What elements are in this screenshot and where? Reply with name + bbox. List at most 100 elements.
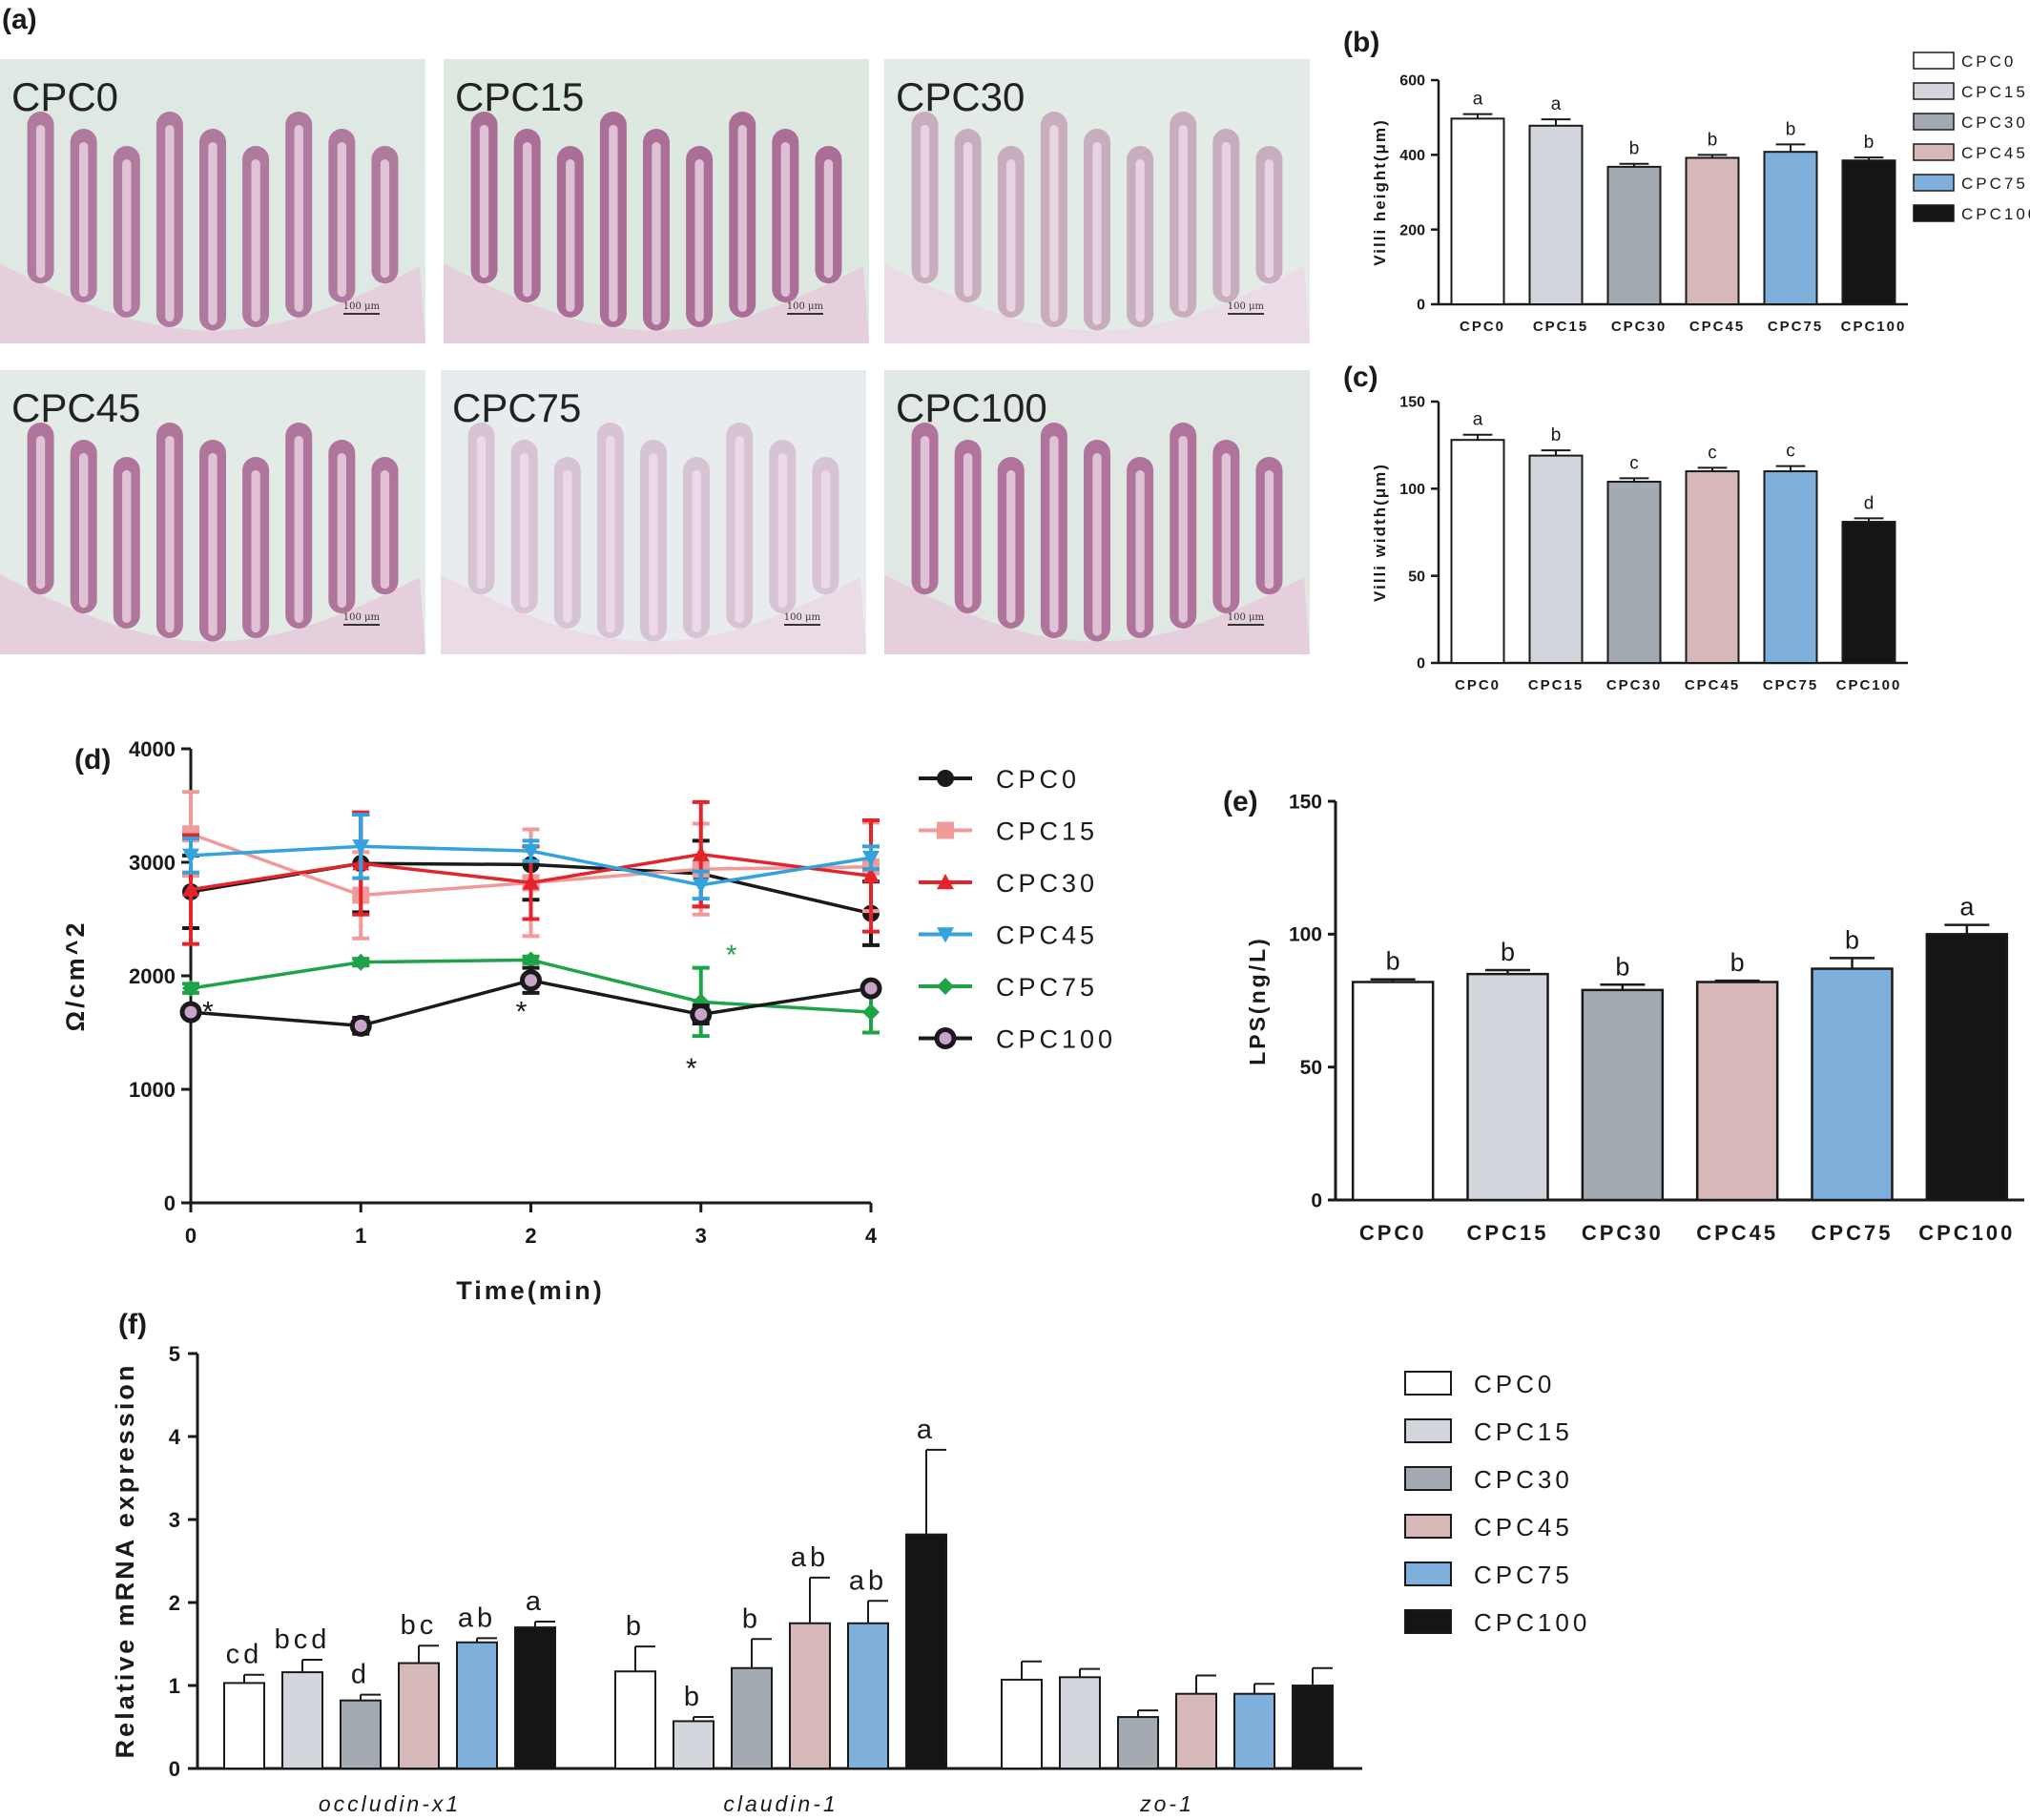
y-tick-label: 0 — [164, 1191, 176, 1215]
bar — [905, 1533, 947, 1770]
x-tick-label: CPC45 — [1685, 677, 1740, 693]
histology-image: CPC0 100 μm — [0, 59, 425, 343]
data-label: bc — [401, 1610, 438, 1641]
y-tick-label: 5 — [169, 1342, 180, 1366]
y-axis-label: Ω/cm^2 — [61, 920, 90, 1032]
scale-bar: 100 μm — [342, 301, 380, 315]
chart-e: 0 50 100 150 LPS(ng/L) b CPC0 b CPC15 b CPC30 b CPC4… — [1245, 791, 2024, 1245]
y-tick-label: 100 — [1289, 924, 1322, 946]
histology-image: CPC75 100 μm — [441, 370, 866, 654]
y-axis-label: Relative mRNA expression — [111, 1363, 139, 1759]
y-tick-label: 50 — [1408, 569, 1425, 585]
tissue-drawing — [884, 112, 1310, 343]
legend-label: CPC0 — [1474, 1370, 1555, 1398]
data-label: c — [1786, 442, 1795, 462]
bar — [281, 1671, 323, 1769]
x-tick-label: claudin-1 — [723, 1791, 838, 1816]
chart-d: 0 1000 2000 3000 4000 0 1 2 3 4 Time(min) Ω/cm^2 * * *… — [61, 737, 1116, 1305]
data-label: b — [1501, 938, 1515, 966]
x-tick-label: CPC15 — [1533, 319, 1588, 335]
data-point — [862, 1003, 880, 1022]
x-tick-label: 1 — [355, 1224, 366, 1248]
legend-label: CPC100 — [1961, 205, 2030, 223]
legend-label: CPC100 — [1474, 1608, 1590, 1637]
y-axis-label: Villi height(μm) — [1371, 118, 1389, 265]
scale-bar: 100 μm — [783, 612, 820, 626]
data-label: ab — [458, 1603, 496, 1633]
histology-label: CPC30 — [896, 74, 1025, 119]
bar — [1292, 1685, 1334, 1769]
x-tick-label: CPC45 — [1689, 319, 1745, 335]
x-tick-label: occludin-x1 — [319, 1791, 461, 1816]
data-label: b — [1629, 139, 1640, 159]
chart-b: 0 200 400 600 Villi height(μm) a CPC0 a CPC15 b CP… — [1371, 73, 1908, 335]
legend-label: CPC75 — [1474, 1561, 1573, 1589]
data-label: a — [1473, 90, 1483, 110]
histology-label: CPC45 — [11, 385, 141, 430]
data-point — [182, 880, 199, 897]
bar — [1175, 1692, 1217, 1769]
x-tick-label: 2 — [525, 1224, 536, 1248]
x-tick-label: CPC100 — [1841, 319, 1907, 335]
y-tick-label: 3 — [169, 1508, 180, 1532]
legend-swatch — [1404, 1418, 1452, 1443]
data-point — [522, 874, 540, 890]
data-point — [862, 851, 880, 867]
bar — [614, 1670, 656, 1769]
annotation: * — [202, 997, 214, 1028]
panel-label-e: (e) — [1223, 786, 1258, 817]
legend-marker — [937, 874, 954, 890]
data-label: b — [1386, 947, 1400, 976]
data-point — [352, 953, 370, 971]
legend-label: CPC30 — [1474, 1465, 1573, 1494]
data-point — [352, 839, 370, 856]
legend-marker — [937, 821, 954, 839]
y-tick-label: 2000 — [129, 964, 176, 988]
data-label: b — [742, 1603, 761, 1634]
data-point — [692, 878, 710, 894]
histology-image: CPC45 100 μm — [0, 370, 425, 654]
bar — [1763, 470, 1818, 665]
chart-c: 0 50 100 150 Villi width(μm) a CPC0 b CPC15 c CPC3… — [1371, 395, 1908, 693]
bar — [456, 1641, 498, 1770]
data-label: b — [684, 1682, 703, 1712]
tissue-drawing — [0, 423, 425, 654]
x-tick-label: CPC100 — [1918, 1221, 2015, 1245]
legend-label: CPC100 — [996, 1025, 1116, 1054]
panel-label-d: (d) — [74, 744, 111, 776]
x-tick-label: CPC30 — [1582, 1221, 1664, 1245]
data-point — [179, 1001, 202, 1024]
bar — [1450, 439, 1505, 665]
bar — [223, 1682, 265, 1770]
x-axis-label: Time(min) — [456, 1276, 605, 1305]
data-label: b — [626, 1611, 645, 1642]
x-tick-label: CPC15 — [1467, 1221, 1549, 1245]
data-label: b — [1551, 425, 1562, 445]
legend-label: CPC0 — [996, 765, 1080, 794]
y-tick-label: 0 — [1311, 1189, 1322, 1211]
data-point — [522, 951, 540, 969]
y-tick-label: 200 — [1399, 222, 1425, 238]
x-tick-label: 0 — [185, 1224, 197, 1248]
histology-label: CPC0 — [11, 74, 119, 119]
scale-bar: 100 μm — [1227, 612, 1264, 626]
legend-swatch — [1913, 113, 1955, 131]
x-tick-label: CPC0 — [1455, 677, 1501, 693]
data-label: a — [1959, 893, 1975, 921]
x-tick-label: CPC75 — [1768, 319, 1823, 335]
legend-label: CPC15 — [1474, 1417, 1573, 1446]
series-CPC45 — [182, 813, 880, 901]
y-axis-label: Villi width(μm) — [1371, 463, 1389, 602]
y-tick-label: 400 — [1399, 148, 1425, 164]
data-label: d — [351, 1660, 370, 1690]
data-label: a — [917, 1415, 936, 1445]
bar — [1059, 1676, 1101, 1770]
y-tick-label: 1 — [169, 1674, 180, 1698]
y-tick-label: 50 — [1300, 1057, 1322, 1079]
y-tick-label: 0 — [1417, 656, 1425, 672]
bar — [1606, 165, 1662, 305]
tissue-drawing — [884, 423, 1310, 654]
tissue-drawing — [0, 112, 425, 343]
y-tick-label: 2 — [169, 1591, 180, 1615]
